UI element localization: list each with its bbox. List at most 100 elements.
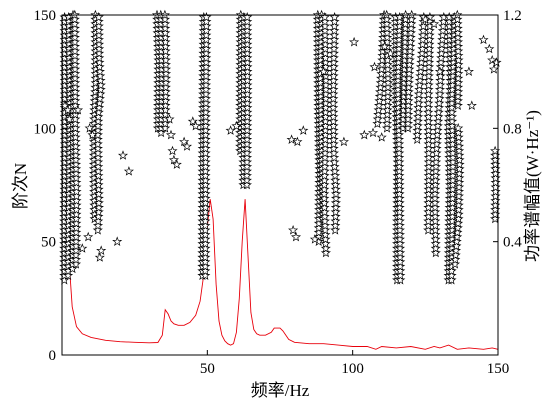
data-point-star: [71, 163, 82, 174]
data-point-star: [328, 120, 339, 131]
data-point-star: [242, 52, 253, 63]
data-point-star: [242, 66, 253, 76]
data-point-star: [330, 215, 341, 226]
data-point-star: [393, 52, 404, 63]
data-point-star: [394, 238, 406, 249]
data-point-star: [413, 111, 424, 122]
data-point-star: [429, 197, 441, 208]
data-point-star: [320, 39, 331, 49]
data-point-star: [319, 202, 330, 212]
data-point-star: [466, 100, 477, 110]
data-point-star: [319, 197, 330, 208]
data-point-star: [160, 122, 171, 133]
data-point-star: [313, 231, 324, 242]
psd-line: [62, 156, 499, 350]
data-point-star: [393, 57, 404, 67]
data-point-star: [64, 113, 75, 124]
data-point-star: [328, 129, 339, 140]
data-point-star: [200, 143, 211, 153]
data-point-star: [315, 73, 326, 83]
data-point-star: [319, 166, 330, 176]
data-point-star: [201, 48, 212, 58]
data-point-star: [70, 127, 81, 138]
data-point-star: [413, 98, 424, 108]
data-point-star: [412, 129, 423, 140]
data-point-star: [394, 166, 405, 176]
data-point-star: [160, 36, 171, 47]
data-point-star: [382, 73, 394, 83]
data-point-star: [447, 229, 458, 240]
data-point-star: [71, 236, 82, 246]
data-point-star: [70, 64, 81, 74]
data-point-star: [93, 30, 104, 40]
data-point-star: [423, 79, 434, 90]
data-point-star: [200, 93, 211, 104]
data-point-star: [201, 52, 212, 63]
data-point-star: [329, 20, 340, 31]
data-point-star: [160, 100, 171, 110]
data-point-star: [453, 41, 464, 51]
data-point-star: [200, 220, 211, 231]
data-point-star: [320, 234, 331, 244]
data-point-star: [70, 68, 81, 79]
data-point-star: [329, 166, 340, 176]
data-point-star: [423, 88, 434, 99]
data-point-star: [69, 54, 81, 65]
data-point-star: [328, 134, 339, 144]
data-point-star: [165, 129, 177, 140]
data-point-star: [320, 247, 331, 258]
data-point-star: [90, 86, 101, 97]
data-point-star: [395, 252, 406, 262]
data-point-star: [69, 45, 81, 56]
data-point-star: [92, 224, 103, 235]
data-point-star: [447, 220, 458, 231]
data-point-star: [447, 193, 458, 203]
data-point-star: [330, 184, 341, 194]
data-point-star: [404, 50, 415, 61]
data-point-star: [71, 209, 82, 219]
data-point-star: [95, 84, 106, 95]
data-point-star: [329, 34, 340, 45]
data-point-star: [453, 86, 464, 97]
data-point-star: [160, 32, 171, 42]
data-point-star: [160, 59, 171, 70]
data-point-star: [93, 175, 104, 185]
data-point-star: [200, 156, 211, 167]
data-point-star: [242, 48, 253, 58]
data-point-star: [412, 116, 423, 126]
data-point-star: [90, 82, 101, 92]
data-point-star: [320, 229, 331, 240]
data-point-star: [329, 39, 340, 49]
data-point-star: [423, 70, 434, 81]
data-point-star: [393, 88, 404, 99]
data-point-star: [430, 243, 441, 253]
data-point-star: [394, 152, 405, 163]
data-point-star: [447, 138, 458, 149]
data-point-star: [452, 27, 463, 38]
data-point-star: [424, 11, 435, 22]
data-point-star: [93, 156, 104, 167]
data-point-star: [424, 39, 435, 49]
data-point-star: [87, 129, 98, 140]
data-point-star: [160, 41, 171, 51]
data-point-star: [394, 243, 406, 253]
data-point-star: [160, 109, 171, 119]
data-point-star: [187, 116, 198, 126]
data-point-star: [70, 132, 81, 142]
data-point-star: [394, 234, 405, 244]
data-point-star: [328, 79, 339, 90]
data-point-star: [432, 129, 443, 140]
data-point-star: [403, 113, 414, 124]
data-point-star: [71, 240, 82, 251]
data-point-star: [242, 93, 253, 104]
data-point-star: [382, 91, 393, 101]
data-point-star: [70, 86, 81, 97]
data-point-star: [452, 100, 463, 110]
data-point-star: [429, 18, 440, 29]
data-point-star: [242, 70, 253, 81]
data-point-star: [382, 64, 393, 74]
data-point-star: [242, 125, 253, 135]
data-point-star: [70, 118, 81, 129]
data-point-star: [423, 120, 434, 131]
